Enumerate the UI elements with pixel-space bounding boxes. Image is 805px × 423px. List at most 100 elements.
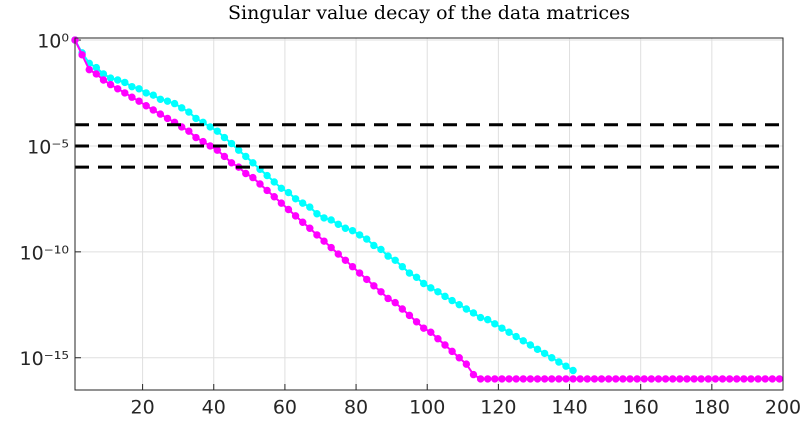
data-point [298, 218, 307, 226]
data-point [163, 97, 172, 105]
x-tick-label: 140 [551, 397, 587, 419]
data-point [519, 337, 527, 345]
data-point [647, 375, 656, 383]
data-point [640, 375, 648, 383]
data-point [227, 139, 236, 148]
data-point [761, 375, 769, 383]
data-point [135, 85, 143, 93]
data-point [370, 241, 378, 250]
data-point [654, 375, 663, 383]
data-point [99, 76, 108, 84]
data-point [263, 186, 271, 195]
data-point [142, 89, 150, 97]
data-point [341, 256, 350, 264]
data-point [540, 375, 549, 383]
data-point [363, 235, 371, 243]
data-point [113, 76, 122, 84]
y-tick-label: 10⁰ [37, 31, 69, 53]
data-point [284, 188, 293, 197]
data-point [434, 288, 442, 296]
data-point [412, 273, 421, 281]
data-point [590, 375, 599, 383]
data-point [341, 224, 350, 232]
data-point [270, 178, 278, 186]
x-tick-label: 40 [202, 397, 226, 419]
data-point [434, 335, 442, 343]
data-point [135, 97, 143, 105]
y-tick-label: 10⁻¹⁵ [20, 348, 69, 370]
data-point [99, 70, 108, 78]
x-tick-label: 200 [765, 397, 801, 419]
data-point [121, 89, 129, 97]
data-point [476, 313, 485, 322]
data-point [476, 375, 485, 383]
data-point [562, 362, 570, 370]
data-point [419, 324, 428, 332]
data-point [740, 375, 748, 383]
data-point [277, 199, 286, 207]
data-point [370, 282, 378, 290]
data-point [327, 243, 335, 252]
data-point [718, 375, 727, 383]
data-point [199, 137, 207, 146]
data-point [291, 195, 300, 203]
data-point [391, 256, 399, 264]
data-point [313, 210, 321, 218]
data-point [298, 199, 307, 207]
data-point [711, 375, 720, 383]
data-point [113, 85, 122, 93]
data-point [206, 142, 214, 150]
data-point [377, 288, 385, 296]
data-point [462, 360, 471, 368]
data-point [234, 146, 243, 154]
data-point [320, 237, 328, 245]
data-point [562, 375, 570, 383]
data-point [249, 159, 257, 167]
data-point [626, 375, 634, 383]
data-point [227, 159, 236, 167]
data-point [355, 231, 364, 239]
plot-frame [74, 37, 784, 391]
data-point [441, 292, 449, 301]
data-point [156, 110, 165, 118]
data-point [669, 375, 677, 383]
data-point [697, 375, 705, 383]
data-point [334, 250, 342, 258]
data-point [448, 347, 456, 356]
data-point [92, 63, 101, 72]
data-point [526, 375, 535, 383]
data-point [405, 269, 414, 277]
x-tick-label: 160 [623, 397, 659, 419]
data-point [548, 354, 556, 362]
data-point [348, 262, 357, 271]
data-point [576, 375, 584, 383]
data-point [491, 375, 499, 383]
data-point [427, 328, 435, 336]
data-point [548, 375, 556, 383]
data-point [469, 309, 478, 317]
data-point [377, 245, 385, 254]
data-point [106, 74, 115, 82]
data-point [355, 269, 364, 277]
data-point [291, 212, 300, 220]
data-point [683, 375, 691, 383]
data-point [170, 99, 179, 108]
data-point [270, 193, 278, 201]
data-point [220, 152, 229, 161]
data-point [156, 95, 165, 103]
data-point [327, 216, 335, 224]
data-point [661, 375, 670, 383]
data-point [519, 375, 527, 383]
x-tick-label: 100 [409, 397, 445, 419]
data-point [185, 127, 193, 135]
data-point [363, 275, 371, 284]
x-tick-label: 180 [694, 397, 730, 419]
data-point [149, 91, 157, 99]
data-point [92, 70, 101, 78]
data-point [128, 93, 136, 101]
data-point [533, 345, 542, 354]
data-point [725, 375, 734, 383]
data-point [505, 328, 513, 336]
data-point [398, 305, 407, 313]
